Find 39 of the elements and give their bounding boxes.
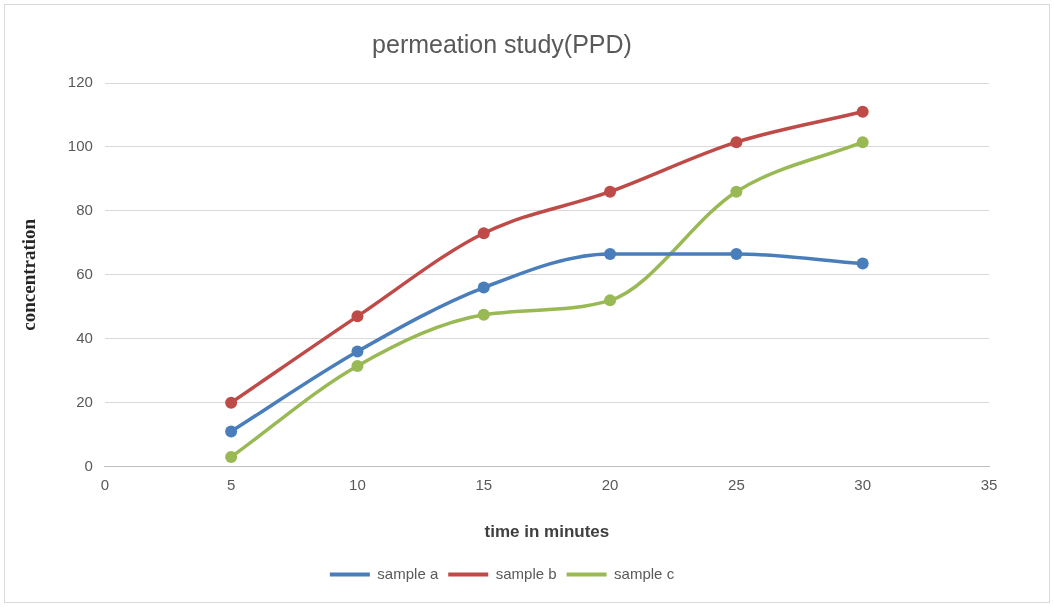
x-axis-title: time in minutes [484, 522, 610, 542]
point [477, 281, 490, 294]
x-tick-label: 15 [475, 475, 493, 493]
y-tick-label: 100 [67, 137, 93, 155]
legend-label: sample b [495, 564, 557, 582]
y-tick-label: 80 [76, 201, 93, 219]
legend-label: sample c [614, 564, 675, 582]
y-tick-label: 60 [76, 264, 93, 282]
point [477, 227, 490, 240]
point [477, 308, 490, 321]
y-tick-label: 0 [84, 456, 93, 474]
x-tick-label: 0 [100, 475, 109, 493]
point [856, 257, 869, 270]
x-tick-label: 25 [728, 475, 745, 493]
point [604, 185, 617, 198]
point [225, 425, 238, 438]
chart-title: permeation study(PPD) [372, 29, 632, 58]
point [225, 396, 238, 409]
point [856, 136, 869, 149]
y-tick-label: 40 [76, 328, 93, 346]
x-tick-label: 35 [980, 475, 998, 493]
point [351, 359, 364, 372]
y-axis-title: concentration [18, 218, 40, 331]
point [225, 451, 238, 464]
point [730, 185, 743, 198]
y-tick-label: 120 [67, 73, 93, 91]
x-tick-label: 20 [601, 475, 619, 493]
x-tick-label: 30 [854, 475, 872, 493]
y-tick-label: 20 [76, 392, 93, 410]
point [604, 294, 617, 307]
point [351, 310, 364, 323]
point [730, 136, 743, 149]
x-tick-label: 10 [349, 475, 366, 493]
point [604, 248, 617, 261]
point [730, 248, 743, 261]
point [351, 345, 364, 358]
x-tick-label: 5 [226, 475, 236, 493]
point [856, 105, 869, 118]
legend-label: sample a [377, 564, 439, 582]
